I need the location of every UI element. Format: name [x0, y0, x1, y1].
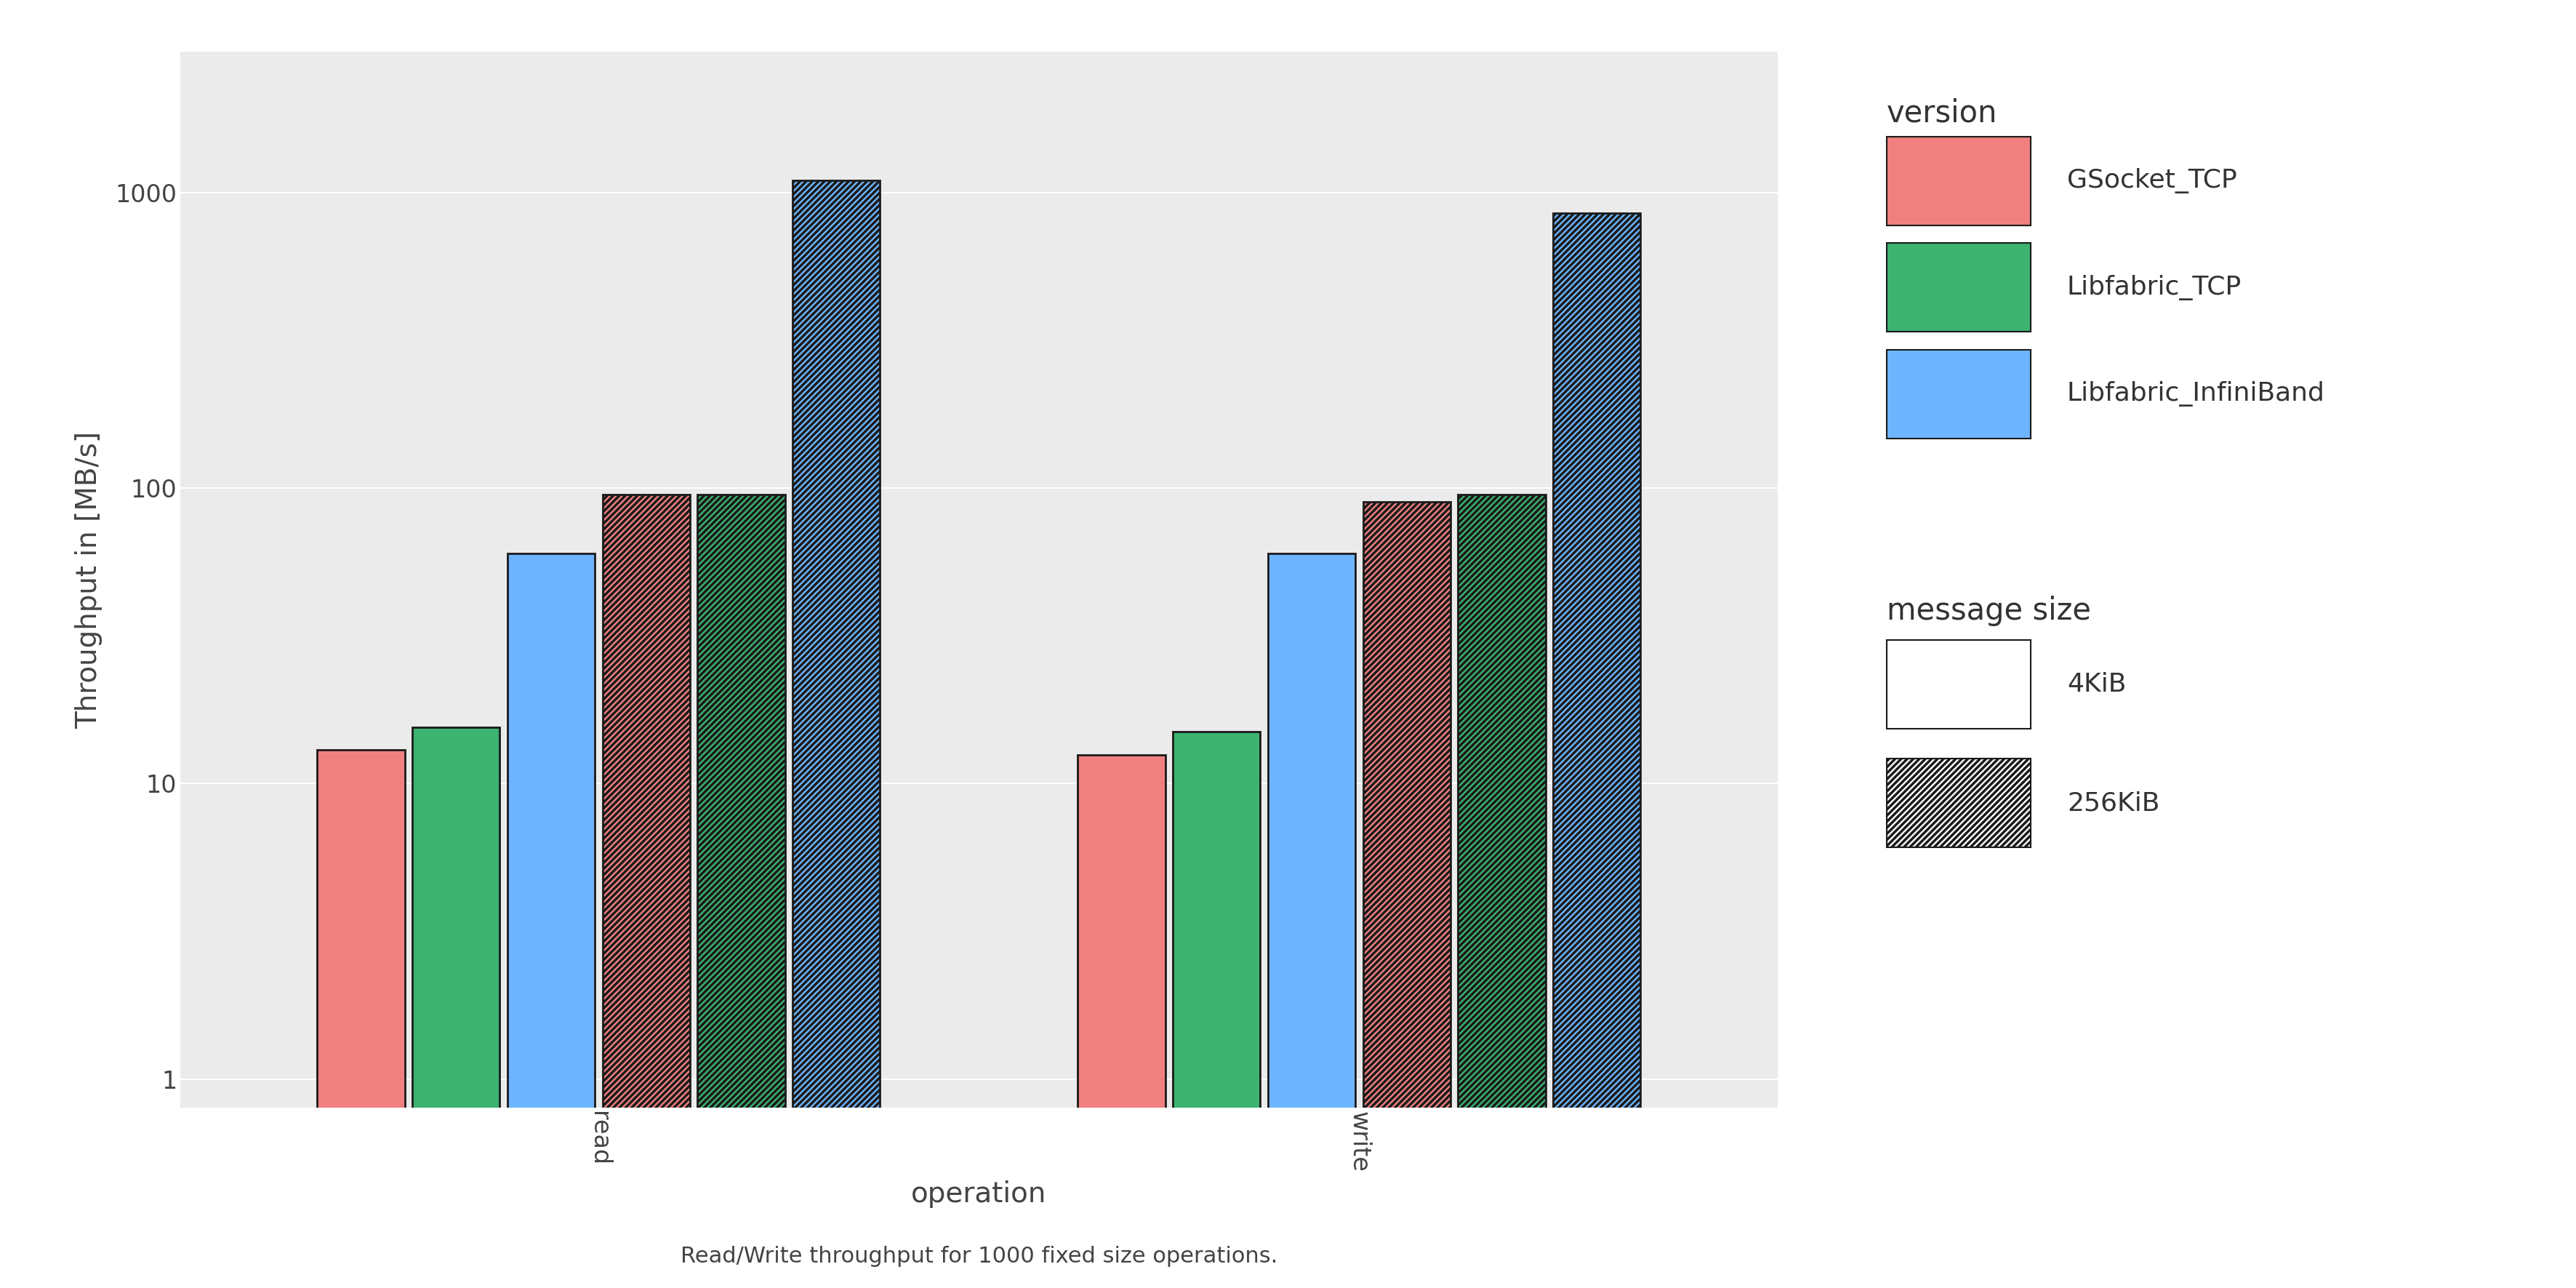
Text: 4KiB: 4KiB [2066, 672, 2125, 697]
Bar [793, 180, 881, 1288]
Text: Libfabric_TCP: Libfabric_TCP [2066, 274, 2241, 300]
Text: message size: message size [1886, 595, 2092, 626]
FancyBboxPatch shape [1886, 759, 2030, 848]
Bar [1172, 732, 1260, 1288]
Bar [1553, 214, 1641, 1288]
Bar [412, 728, 500, 1288]
X-axis label: operation: operation [912, 1180, 1046, 1208]
Text: GSocket_TCP: GSocket_TCP [2066, 169, 2236, 193]
FancyBboxPatch shape [1886, 640, 2030, 729]
Text: version: version [1886, 98, 1996, 129]
Bar [317, 750, 404, 1288]
FancyBboxPatch shape [1886, 243, 2030, 332]
Bar [698, 495, 786, 1288]
Bar [507, 554, 595, 1288]
Text: 256KiB: 256KiB [2066, 791, 2159, 815]
Y-axis label: Throughput in [MB/s]: Throughput in [MB/s] [75, 430, 103, 729]
Text: Libfabric_InfiniBand: Libfabric_InfiniBand [2066, 381, 2326, 407]
Bar [1458, 495, 1546, 1288]
Bar [1077, 755, 1164, 1288]
FancyBboxPatch shape [1886, 350, 2030, 438]
Bar [1267, 554, 1355, 1288]
Bar [603, 495, 690, 1288]
Text: Read/Write throughput for 1000 fixed size operations.: Read/Write throughput for 1000 fixed siz… [680, 1245, 1278, 1266]
FancyBboxPatch shape [1886, 137, 2030, 225]
Bar [1363, 501, 1450, 1288]
